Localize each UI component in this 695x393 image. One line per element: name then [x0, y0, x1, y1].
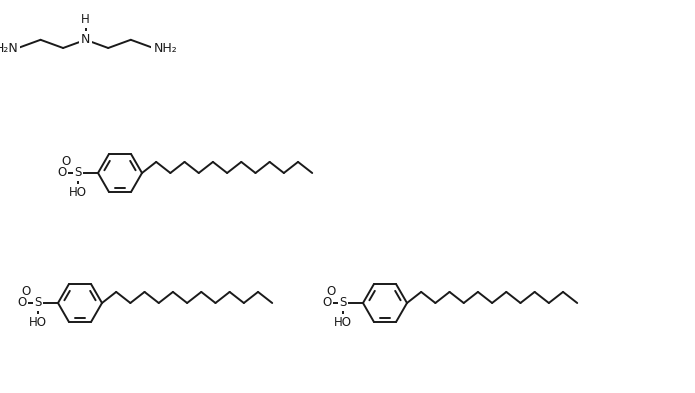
Text: O: O	[22, 285, 31, 298]
Text: O: O	[58, 167, 67, 180]
Text: HO: HO	[29, 316, 47, 329]
Text: S: S	[339, 296, 347, 310]
Text: H: H	[81, 13, 90, 26]
Text: O: O	[322, 296, 332, 310]
Text: N: N	[81, 33, 90, 46]
Text: S: S	[74, 167, 82, 180]
Text: HO: HO	[334, 316, 352, 329]
Text: O: O	[327, 285, 336, 298]
Text: HO: HO	[69, 185, 87, 198]
Text: O: O	[62, 155, 71, 168]
Text: NH₂: NH₂	[154, 42, 177, 55]
Text: O: O	[17, 296, 26, 310]
Text: S: S	[34, 296, 42, 310]
Text: H₂N: H₂N	[0, 42, 18, 55]
